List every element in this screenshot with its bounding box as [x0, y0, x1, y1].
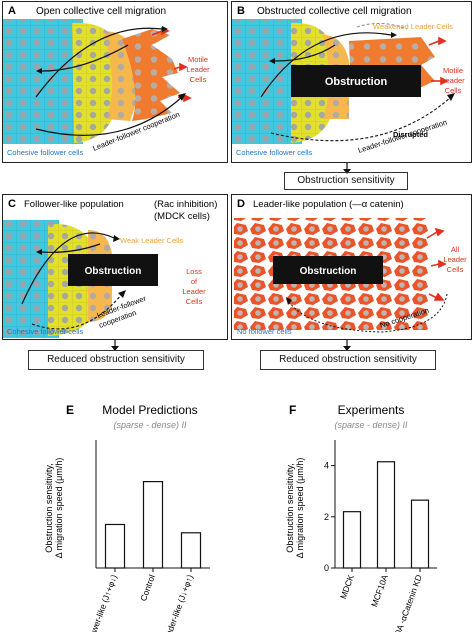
panel-d: D Leader-like population (—α catenin) Ob… — [231, 194, 472, 340]
panel-a-illustration: A Open collective cell migration Motile … — [2, 1, 228, 163]
chart-e-letter: E — [66, 403, 74, 417]
panel-c-title-3: (MDCK cells) — [154, 211, 210, 222]
chart-e-category-label: Control — [138, 573, 157, 602]
chart-f-bar — [410, 499, 430, 569]
chart-f-letter: F — [289, 403, 296, 417]
chart-e-category-label: Leader-like (J↓+φ↑) — [160, 573, 195, 632]
chart-f: F Experiments (sparse - dense) II Obstru… — [285, 403, 437, 632]
panel-c-follower-label: Cohesive follower cells — [7, 327, 84, 336]
panel-c-obstruction-label: Obstruction — [85, 266, 142, 277]
arrow-to-reduced-left — [111, 340, 119, 351]
chart-f-ytick-label: 2 — [324, 512, 329, 522]
chart-e-ylabel-2: Δ migration speed (μm/h) — [54, 458, 64, 559]
panel-c-loss-1: Loss — [186, 267, 202, 276]
panel-d-all-3: Cells — [447, 265, 464, 274]
chart-f-title: Experiments — [338, 403, 405, 417]
obstruction-sensitivity-text: Obstruction sensitivity — [297, 175, 395, 186]
chart-f-category-label: MCF10A — [369, 573, 390, 608]
panel-c-loss-3: Leader — [182, 287, 206, 296]
panel-d-obstruction-label: Obstruction — [300, 266, 357, 277]
panel-d-nofollower-label: No follower cells — [237, 327, 292, 336]
reduced-sensitivity-text-left: Reduced obstruction sensitivity — [47, 354, 185, 365]
panel-b-motile-2: Leader — [441, 76, 465, 85]
chart-f-category-label: MDCK — [338, 573, 356, 600]
panel-d-all-1: All — [451, 245, 460, 254]
panel-c-letter: C — [8, 198, 16, 210]
panel-d-all-2: Leader — [443, 255, 467, 264]
chart-e-plot: Follower-like (J↑+φ↓) Control Leader-like … — [82, 440, 210, 632]
panel-c: C Follower-like population (Rac inhibiti… — [2, 194, 228, 340]
chart-f-bar — [342, 511, 362, 569]
chart-f-category-label: MCF10A -αCatenin KD — [385, 573, 424, 632]
obstruction-sensitivity-box: Obstruction sensitivity — [284, 172, 408, 190]
chart-e-title: Model Predictions — [102, 403, 197, 417]
panel-a-motile-1: Motile — [188, 55, 208, 64]
panel-b-motile-3: Cells — [445, 86, 462, 95]
reduced-sensitivity-text-right: Reduced obstruction sensitivity — [279, 354, 417, 365]
reduced-sensitivity-box-left: Reduced obstruction sensitivity — [28, 350, 204, 370]
chart-f-ytick-label: 4 — [324, 461, 329, 471]
panel-a-title: Open collective cell migration — [36, 6, 166, 17]
panel-b-title: Obstructed collective cell migration — [257, 6, 412, 17]
reduced-sensitivity-box-right: Reduced obstruction sensitivity — [260, 350, 436, 370]
chart-f-ytick-label: 0 — [324, 563, 329, 573]
panel-c-title-1: Follower-like population — [24, 199, 124, 210]
panel-b-letter: B — [237, 5, 245, 17]
panel-b-follower-label: Cohesive follower cells — [236, 148, 313, 157]
chart-e-subtitle: (sparse - dense) II — [113, 420, 187, 430]
panel-c-loss-2: of — [191, 277, 198, 286]
chart-e-category-label: Follower-like (J↑+φ↓) — [82, 573, 118, 632]
panel-b-motile-1: Motile — [443, 66, 463, 75]
chart-e: E Model Predictions (sparse - dense) II … — [44, 403, 210, 632]
panel-c-obstruction — [68, 254, 158, 286]
panel-a: A Open collective cell migration Motile … — [2, 1, 228, 163]
panel-b-obstruction — [291, 65, 421, 97]
panel-b: B Obstructed collective cell migration W… — [231, 1, 472, 163]
chart-f-bar — [376, 461, 396, 569]
panel-a-letter: A — [8, 5, 16, 17]
panel-c-weak-label: Weak Leader Cells — [120, 236, 183, 245]
panel-d-title: Leader-like population (—α catenin) — [253, 199, 404, 210]
panel-b-disrupted-label: Disrupted — [393, 130, 428, 139]
panel-d-letter: D — [237, 198, 245, 210]
chart-e-bar — [180, 532, 202, 569]
arrow-to-reduced-right — [343, 340, 351, 351]
chart-e-bar — [142, 480, 164, 569]
chart-e-ylabel-1: Obstruction sensitivity, — [44, 463, 54, 552]
panel-b-obstruction-label: Obstruction — [325, 76, 388, 88]
panel-a-motile-2: Leader — [186, 65, 210, 74]
panel-d-obstruction — [273, 256, 383, 284]
chart-f-ylabel-2: Δ migration speed (μm/h) — [295, 458, 305, 559]
arrow-to-sensitivity — [343, 163, 351, 174]
chart-f-subtitle: (sparse - dense) II — [334, 420, 408, 430]
chart-e-bar — [104, 523, 126, 569]
panel-c-loss-4: Cells — [186, 297, 203, 306]
chart-f-ylabel-1: Obstruction sensitivity, — [285, 463, 295, 552]
panel-c-title-2: (Rac inhibition) — [154, 199, 217, 210]
panel-b-weak-label: Weakened Leader Cells — [373, 22, 453, 31]
panel-a-follower-label: Cohesive follower cells — [7, 148, 84, 157]
panel-a-motile-3: Cells — [190, 75, 207, 84]
